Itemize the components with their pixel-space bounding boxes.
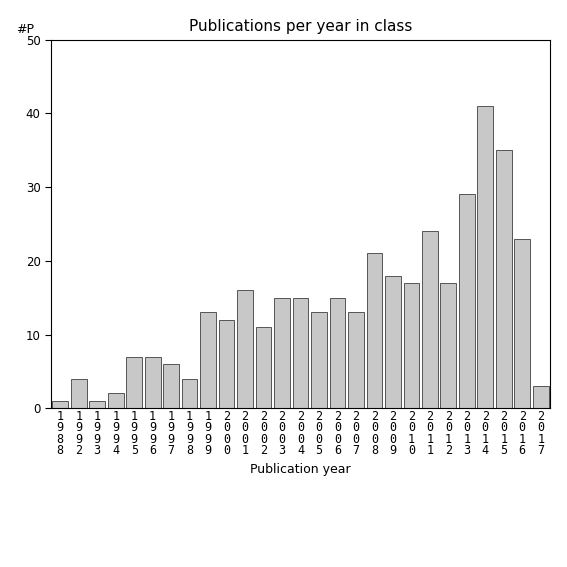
Bar bbox=[533, 386, 549, 408]
Bar bbox=[441, 283, 456, 408]
Bar bbox=[182, 379, 197, 408]
Bar bbox=[200, 312, 216, 408]
Bar bbox=[71, 379, 87, 408]
Bar bbox=[477, 106, 493, 408]
Bar bbox=[145, 357, 160, 408]
Bar bbox=[348, 312, 364, 408]
Bar bbox=[126, 357, 142, 408]
Bar bbox=[237, 290, 253, 408]
X-axis label: Publication year: Publication year bbox=[250, 463, 351, 476]
Bar bbox=[422, 231, 438, 408]
Bar bbox=[108, 393, 124, 408]
Bar bbox=[496, 150, 511, 408]
Bar bbox=[367, 253, 382, 408]
Title: Publications per year in class: Publications per year in class bbox=[189, 19, 412, 35]
Bar bbox=[404, 283, 419, 408]
Text: #P: #P bbox=[16, 23, 34, 36]
Bar bbox=[256, 327, 272, 408]
Bar bbox=[385, 276, 401, 408]
Bar bbox=[90, 401, 105, 408]
Bar bbox=[311, 312, 327, 408]
Bar bbox=[293, 298, 308, 408]
Bar bbox=[52, 401, 68, 408]
Bar bbox=[459, 194, 475, 408]
Bar bbox=[329, 298, 345, 408]
Bar bbox=[274, 298, 290, 408]
Bar bbox=[163, 364, 179, 408]
Bar bbox=[514, 239, 530, 408]
Bar bbox=[219, 320, 234, 408]
